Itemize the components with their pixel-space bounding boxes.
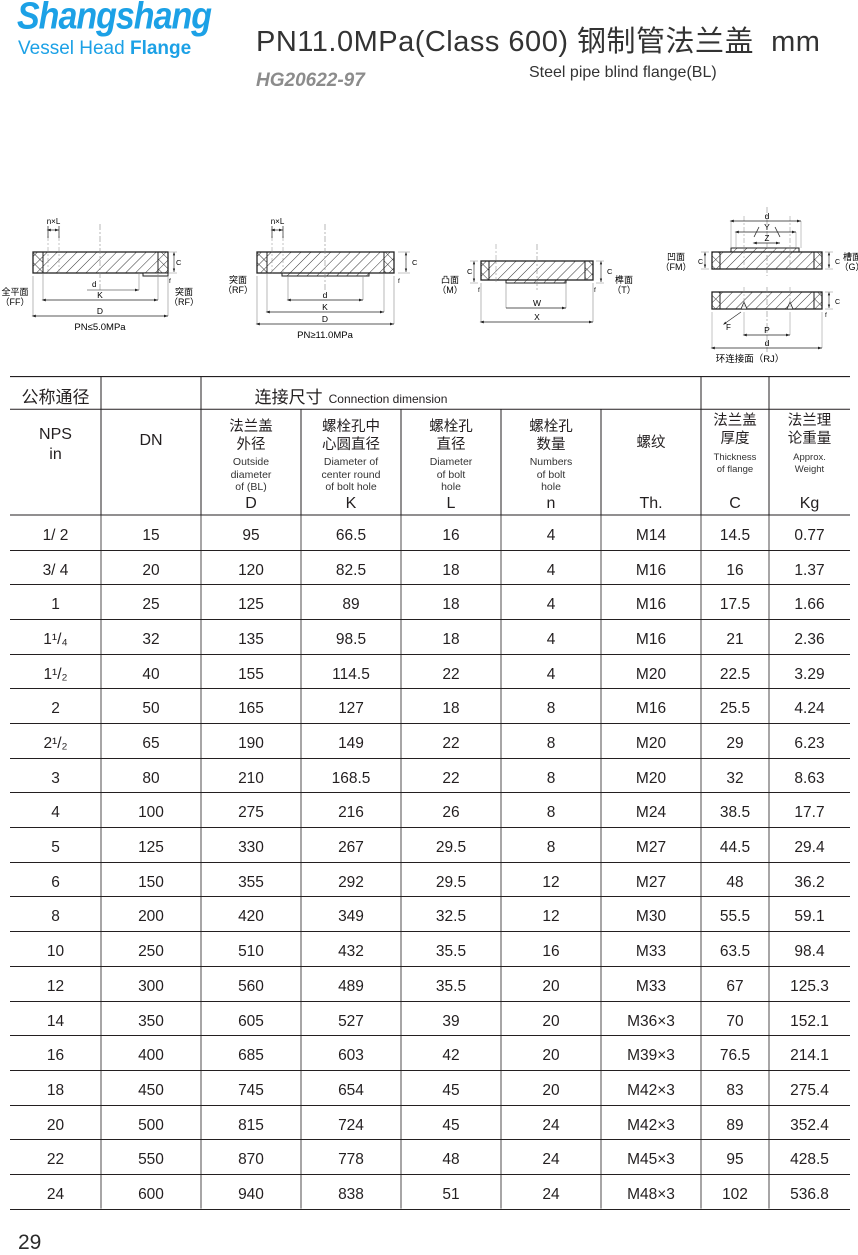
- svg-text:PN≥11.0MPa: PN≥11.0MPa: [297, 330, 353, 341]
- svg-text:C: C: [412, 258, 418, 267]
- svg-text:P: P: [764, 325, 770, 335]
- svg-text:（FM）: （FM）: [661, 262, 692, 272]
- svg-text:D: D: [97, 306, 103, 316]
- svg-text:C: C: [607, 267, 613, 276]
- svg-text:K: K: [97, 290, 103, 300]
- svg-text:C: C: [467, 267, 473, 276]
- svg-text:突面: 突面: [175, 286, 193, 297]
- svg-text:（T）: （T）: [612, 285, 636, 295]
- svg-text:（RF）: （RF）: [223, 285, 253, 295]
- svg-text:f: f: [825, 312, 827, 319]
- svg-text:环连接面（RJ）: 环连接面（RJ）: [716, 353, 785, 365]
- svg-text:f: f: [594, 287, 596, 294]
- svg-text:C: C: [698, 259, 703, 266]
- svg-text:D: D: [322, 314, 328, 324]
- svg-text:榫面: 榫面: [615, 274, 633, 285]
- svg-text:d: d: [92, 280, 96, 289]
- svg-text:突面: 突面: [229, 274, 247, 285]
- svg-text:F: F: [726, 323, 731, 332]
- svg-text:PN≤5.0MPa: PN≤5.0MPa: [74, 322, 126, 333]
- svg-text:（FF）: （FF）: [1, 297, 30, 307]
- svg-text:W: W: [533, 298, 541, 308]
- svg-text:d: d: [765, 338, 770, 348]
- svg-text:f: f: [398, 278, 400, 285]
- svg-text:凹面: 凹面: [667, 252, 685, 262]
- svg-text:Z: Z: [765, 234, 770, 243]
- svg-text:f: f: [169, 278, 171, 285]
- svg-text:d: d: [765, 211, 770, 221]
- svg-text:C: C: [176, 258, 182, 267]
- svg-text:凸面: 凸面: [441, 275, 459, 285]
- svg-text:（G）: （G）: [839, 262, 858, 272]
- svg-text:K: K: [322, 302, 328, 312]
- svg-text:Y: Y: [764, 222, 770, 232]
- svg-text:X: X: [534, 312, 540, 322]
- svg-text:（RF）: （RF）: [169, 297, 199, 307]
- svg-text:n×L: n×L: [47, 217, 61, 226]
- svg-text:f: f: [478, 287, 480, 294]
- svg-text:全平面: 全平面: [1, 286, 28, 297]
- svg-text:C: C: [835, 299, 840, 306]
- svg-text:n×L: n×L: [271, 217, 285, 226]
- svg-text:（M）: （M）: [437, 285, 463, 295]
- svg-text:槽面: 槽面: [843, 251, 858, 262]
- svg-text:d: d: [323, 290, 328, 300]
